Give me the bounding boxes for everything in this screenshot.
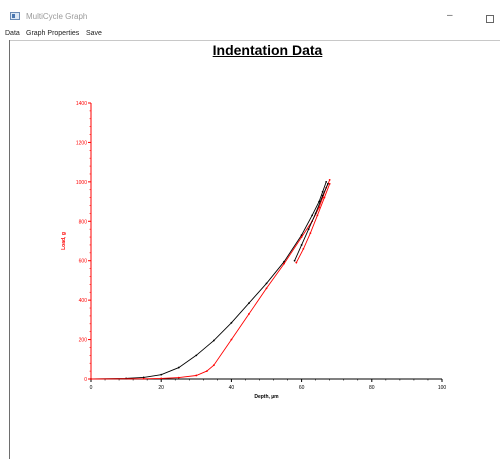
- x-tick-label: 100: [438, 385, 447, 391]
- menu-save[interactable]: Save: [86, 30, 102, 37]
- series-point: [265, 287, 268, 290]
- series-point: [309, 232, 312, 235]
- y-tick-label: 1400: [76, 101, 87, 107]
- series-point: [300, 234, 303, 236]
- menu-graph-properties[interactable]: Graph Properties: [26, 30, 80, 37]
- series-point: [230, 338, 233, 341]
- y-axis-label: Load, g: [61, 232, 67, 250]
- minimize-button[interactable]: –: [447, 10, 453, 21]
- series-point: [248, 302, 250, 304]
- menubar: Data Graph Properties Save: [0, 28, 500, 40]
- series-point: [323, 196, 326, 199]
- series-line: [295, 183, 331, 263]
- x-tick-label: 40: [229, 385, 235, 391]
- series-point: [321, 194, 324, 197]
- y-tick-label: 200: [79, 338, 88, 344]
- series-point: [90, 378, 92, 380]
- series-point: [230, 321, 233, 324]
- chart-title: Indentation Data: [212, 42, 323, 58]
- series-point: [248, 313, 250, 315]
- x-tick-label: 20: [158, 385, 164, 391]
- app-window-icon: [10, 12, 20, 20]
- series-point: [265, 282, 268, 285]
- series-line: [90, 181, 327, 380]
- series-point: [283, 260, 285, 263]
- series-line: [90, 179, 331, 380]
- maximize-icon[interactable]: [486, 15, 494, 23]
- window-titlebar: MultiCycle Graph –: [0, 0, 500, 28]
- x-tick-label: 0: [90, 385, 93, 391]
- series-point: [160, 373, 163, 376]
- series-point: [283, 262, 285, 265]
- y-tick-label: 1000: [76, 180, 87, 186]
- series-point: [318, 206, 321, 209]
- series-point: [314, 212, 317, 215]
- canvas-top-border: [9, 40, 500, 41]
- series-point: [142, 377, 145, 380]
- x-tick-label: 60: [299, 385, 305, 391]
- series-point: [300, 244, 303, 246]
- series-point: [212, 339, 215, 342]
- series-point: [142, 376, 145, 379]
- y-tick-label: 0: [84, 377, 87, 383]
- series-line: [294, 183, 329, 261]
- series-point: [311, 214, 314, 217]
- series-point: [302, 247, 305, 250]
- series-point: [295, 261, 298, 264]
- series-point: [195, 354, 198, 357]
- canvas-left-border: [9, 40, 10, 459]
- series-point: [195, 374, 198, 377]
- menu-data[interactable]: Data: [5, 30, 20, 37]
- series-point: [307, 228, 310, 231]
- series-point: [327, 182, 329, 185]
- y-tick-label: 600: [79, 259, 88, 265]
- series-point: [205, 370, 208, 373]
- series-point: [321, 190, 324, 193]
- series-point: [318, 200, 321, 203]
- window-title: MultiCycle Graph: [26, 12, 88, 21]
- series-point: [212, 364, 215, 367]
- x-axis-label: Depth, µm: [254, 394, 279, 400]
- series-point: [316, 214, 319, 217]
- y-tick-label: 400: [79, 298, 88, 304]
- y-tick-label: 800: [79, 219, 88, 225]
- series-point: [177, 376, 180, 379]
- y-tick-label: 1200: [76, 140, 87, 146]
- x-tick-label: 80: [369, 385, 375, 391]
- series-point: [328, 182, 331, 185]
- series-point: [177, 366, 180, 369]
- series-point: [328, 178, 331, 181]
- series-point: [293, 259, 296, 262]
- series-point: [300, 236, 303, 238]
- series-point: [160, 377, 163, 380]
- series-point: [325, 180, 328, 183]
